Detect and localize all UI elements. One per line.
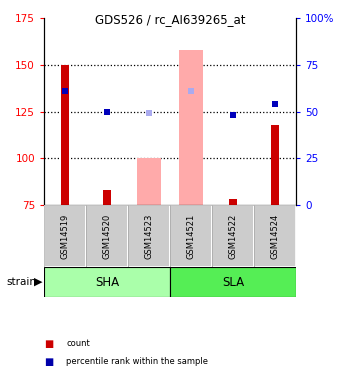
Bar	[212, 205, 254, 267]
Bar	[86, 205, 128, 267]
Text: ■: ■	[44, 339, 54, 349]
Bar	[44, 267, 170, 297]
Bar	[103, 190, 111, 205]
Text: GSM14523: GSM14523	[145, 213, 153, 259]
Text: GSM14520: GSM14520	[103, 213, 112, 259]
Text: SHA: SHA	[95, 276, 119, 288]
Text: strain: strain	[7, 277, 37, 287]
Bar	[179, 50, 203, 205]
Text: percentile rank within the sample: percentile rank within the sample	[66, 357, 208, 366]
Bar	[128, 205, 170, 267]
Bar	[44, 205, 86, 267]
Bar	[229, 200, 237, 205]
Text: GDS526 / rc_AI639265_at: GDS526 / rc_AI639265_at	[95, 13, 246, 26]
Bar	[170, 205, 212, 267]
Bar	[254, 205, 296, 267]
Text: ■: ■	[44, 357, 54, 367]
Text: ▶: ▶	[34, 277, 43, 287]
Bar	[170, 267, 296, 297]
Bar	[86, 205, 128, 267]
Text: GSM14524: GSM14524	[270, 213, 280, 259]
Bar	[254, 205, 296, 267]
Bar	[128, 205, 170, 267]
Text: count: count	[66, 339, 90, 348]
Bar	[61, 65, 69, 205]
Bar	[44, 205, 86, 267]
Text: GSM14521: GSM14521	[187, 213, 195, 259]
Text: SLA: SLA	[222, 276, 244, 288]
Text: GSM14519: GSM14519	[60, 213, 70, 259]
Bar	[170, 205, 212, 267]
Text: GSM14522: GSM14522	[228, 213, 237, 259]
Bar	[271, 124, 279, 205]
Bar	[212, 205, 254, 267]
Bar	[137, 158, 161, 205]
